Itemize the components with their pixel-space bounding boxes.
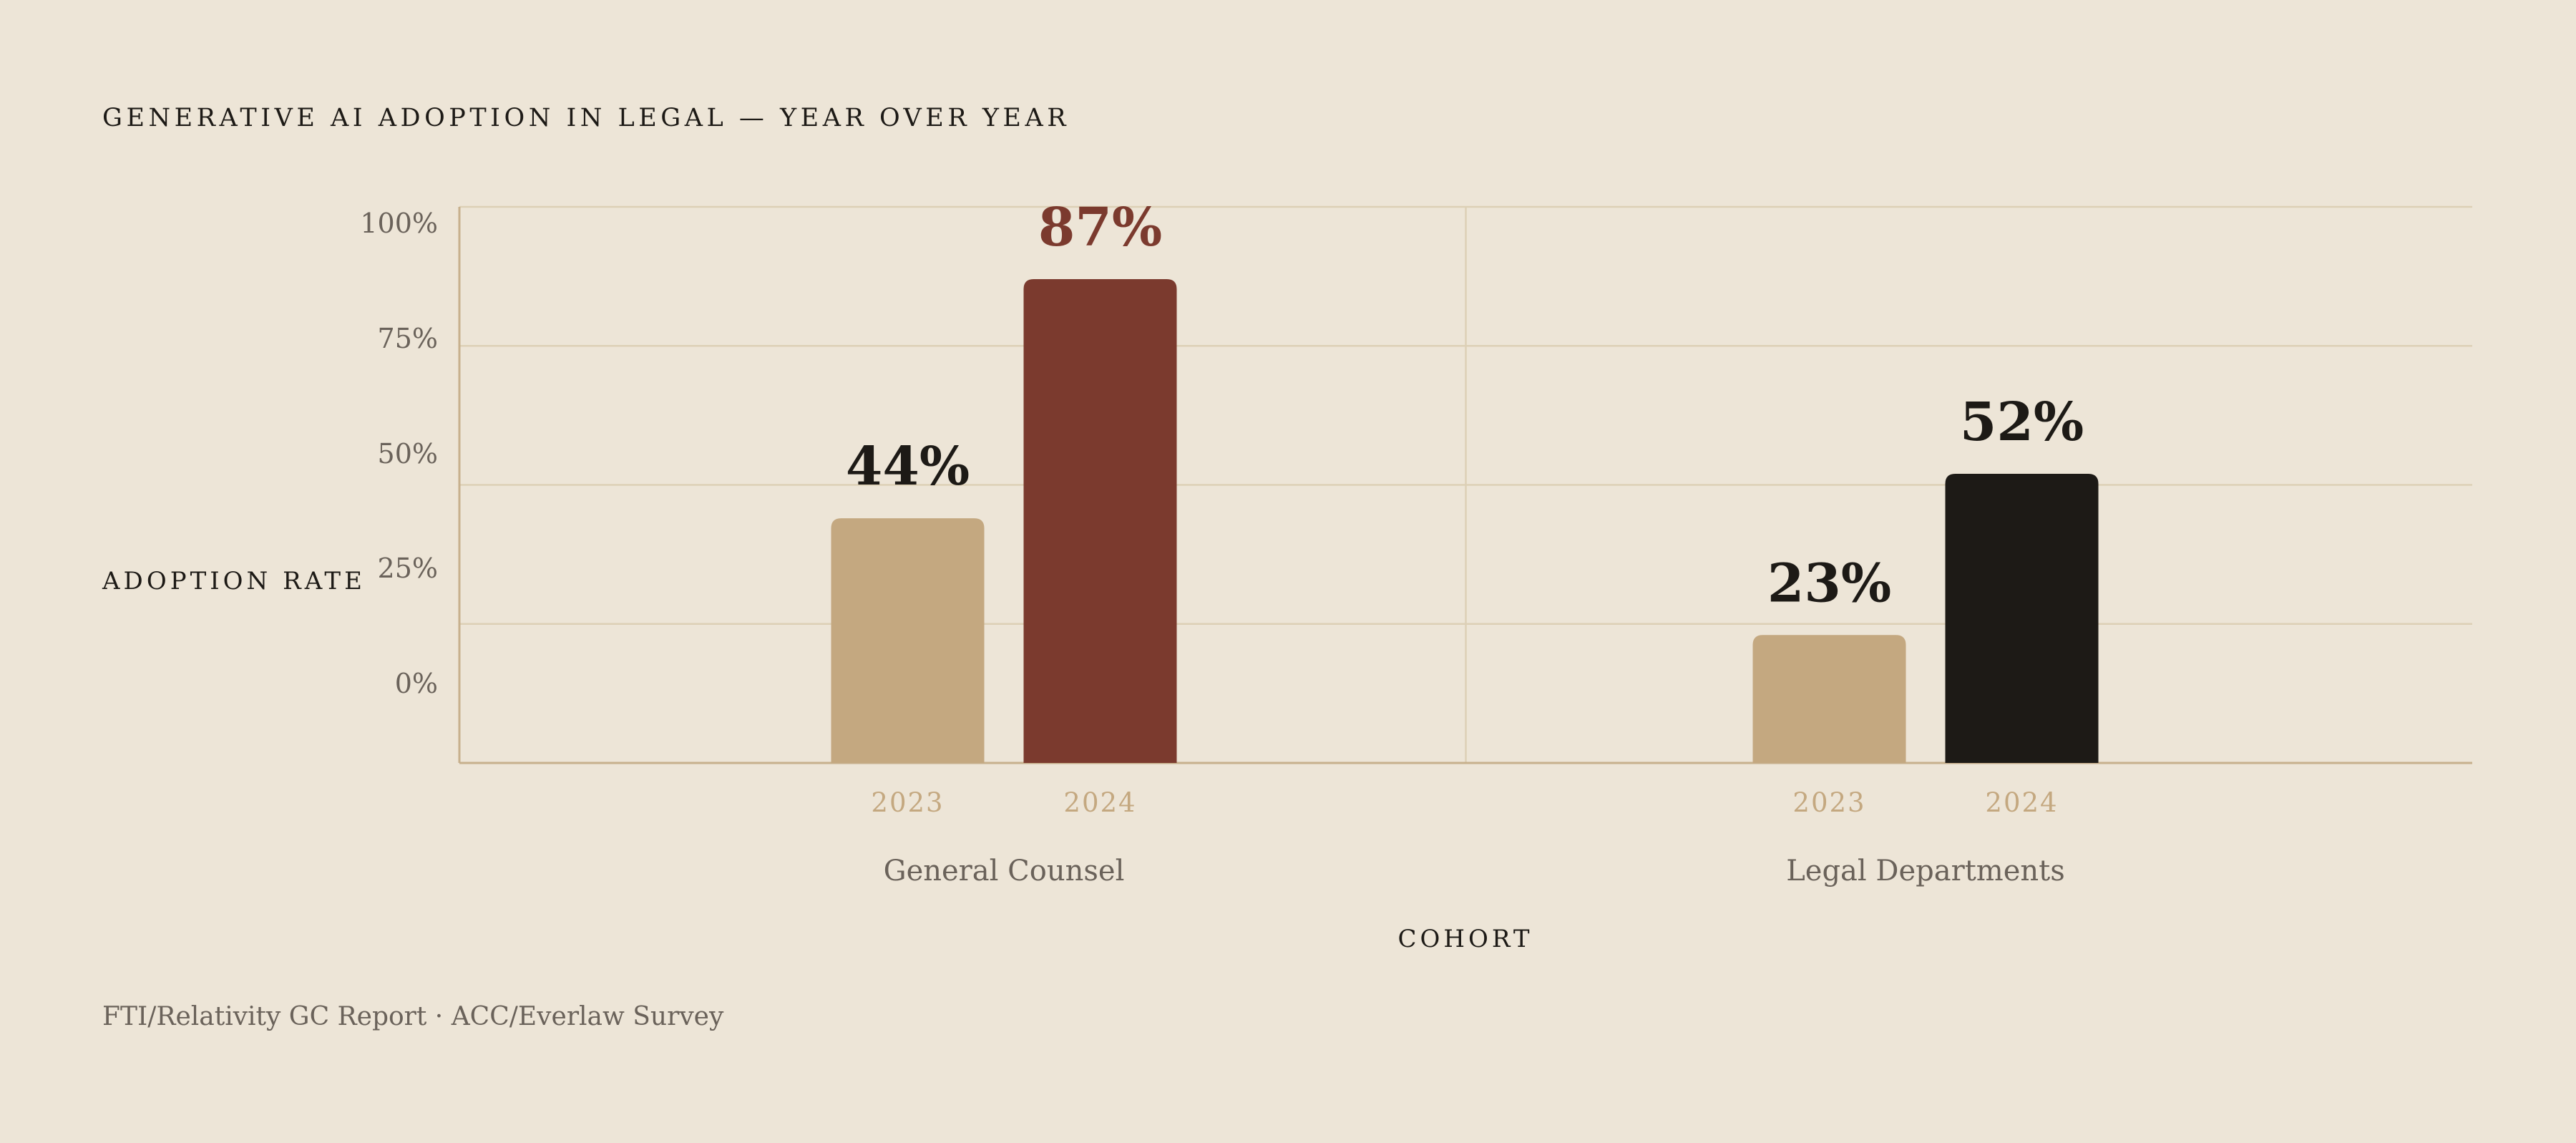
- bar: [831, 518, 985, 763]
- source-note: FTI/Relativity GC Report · ACC/Everlaw S…: [102, 1002, 724, 1031]
- data-label: 23%: [1767, 553, 1891, 614]
- data-label: 87%: [1038, 197, 1162, 258]
- y-tick-label: 25%: [378, 553, 438, 584]
- y-tick-label: 100%: [360, 208, 438, 239]
- bar: [1945, 473, 2099, 763]
- category-label: General Counsel: [884, 855, 1125, 887]
- y-tick-labels: 100% 75% 50% 25% 0%: [360, 208, 438, 699]
- gridlines: [458, 205, 2472, 764]
- y-tick-label: 0%: [395, 668, 438, 699]
- x-axis-label: COHORT: [1397, 925, 1533, 953]
- bars: [831, 279, 2099, 763]
- x-tick-label-year: 2024: [1063, 787, 1136, 818]
- bar: [1752, 635, 1906, 763]
- bar: [1023, 279, 1177, 763]
- data-label: 52%: [1960, 391, 2084, 453]
- data-labels: 44% 87% 23% 52%: [846, 197, 2084, 614]
- chart-title: GENERATIVE AI ADOPTION IN LEGAL — YEAR O…: [102, 104, 1070, 132]
- x-tick-label-year: 2024: [1985, 787, 2058, 818]
- data-label: 44%: [846, 436, 970, 497]
- category-label: Legal Departments: [1786, 855, 2065, 887]
- y-tick-label: 50%: [378, 438, 438, 470]
- category-labels: 2023 2024 General Counsel 2023 2024 Legal Dep…: [871, 787, 2064, 887]
- x-tick-label-year: 2023: [1792, 787, 1865, 818]
- y-axis-label: ADOPTION RATE: [102, 567, 366, 595]
- y-tick-label: 75%: [378, 323, 438, 354]
- x-tick-label-year: 2023: [871, 787, 944, 818]
